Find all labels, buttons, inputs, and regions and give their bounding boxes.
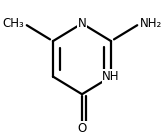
Text: NH: NH	[102, 70, 120, 83]
Text: N: N	[78, 17, 86, 30]
Text: CH₃: CH₃	[2, 17, 24, 30]
Text: O: O	[77, 122, 87, 135]
Text: NH₂: NH₂	[140, 17, 162, 30]
